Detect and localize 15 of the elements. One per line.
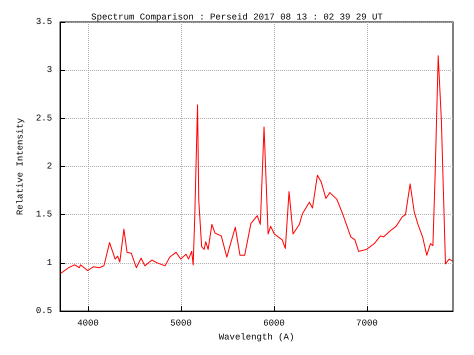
x-tick-label: 5000 — [170, 318, 192, 329]
y-tick-label: 0.5 — [36, 306, 52, 316]
y-tick-label: 1 — [46, 258, 52, 268]
x-axis-title: Wavelength (A) — [218, 332, 294, 342]
y-tick-label: 3 — [46, 65, 52, 76]
x-tick-label: 7000 — [356, 318, 378, 329]
y-tick-label: 1.5 — [36, 210, 52, 220]
x-tick-label: 6000 — [263, 318, 285, 329]
y-tick-label: 3.5 — [36, 17, 52, 27]
y-tick-label: 2 — [46, 162, 52, 172]
y-axis-title: Relative Intensity — [16, 117, 26, 216]
x-tick-label: 4000 — [77, 318, 99, 329]
line-series — [60, 55, 453, 274]
y-tick-label: 2.5 — [36, 113, 52, 124]
chart-title: Spectrum Comparison : Perseid 2017 08 13 : 02 39 29 UT — [91, 12, 384, 22]
